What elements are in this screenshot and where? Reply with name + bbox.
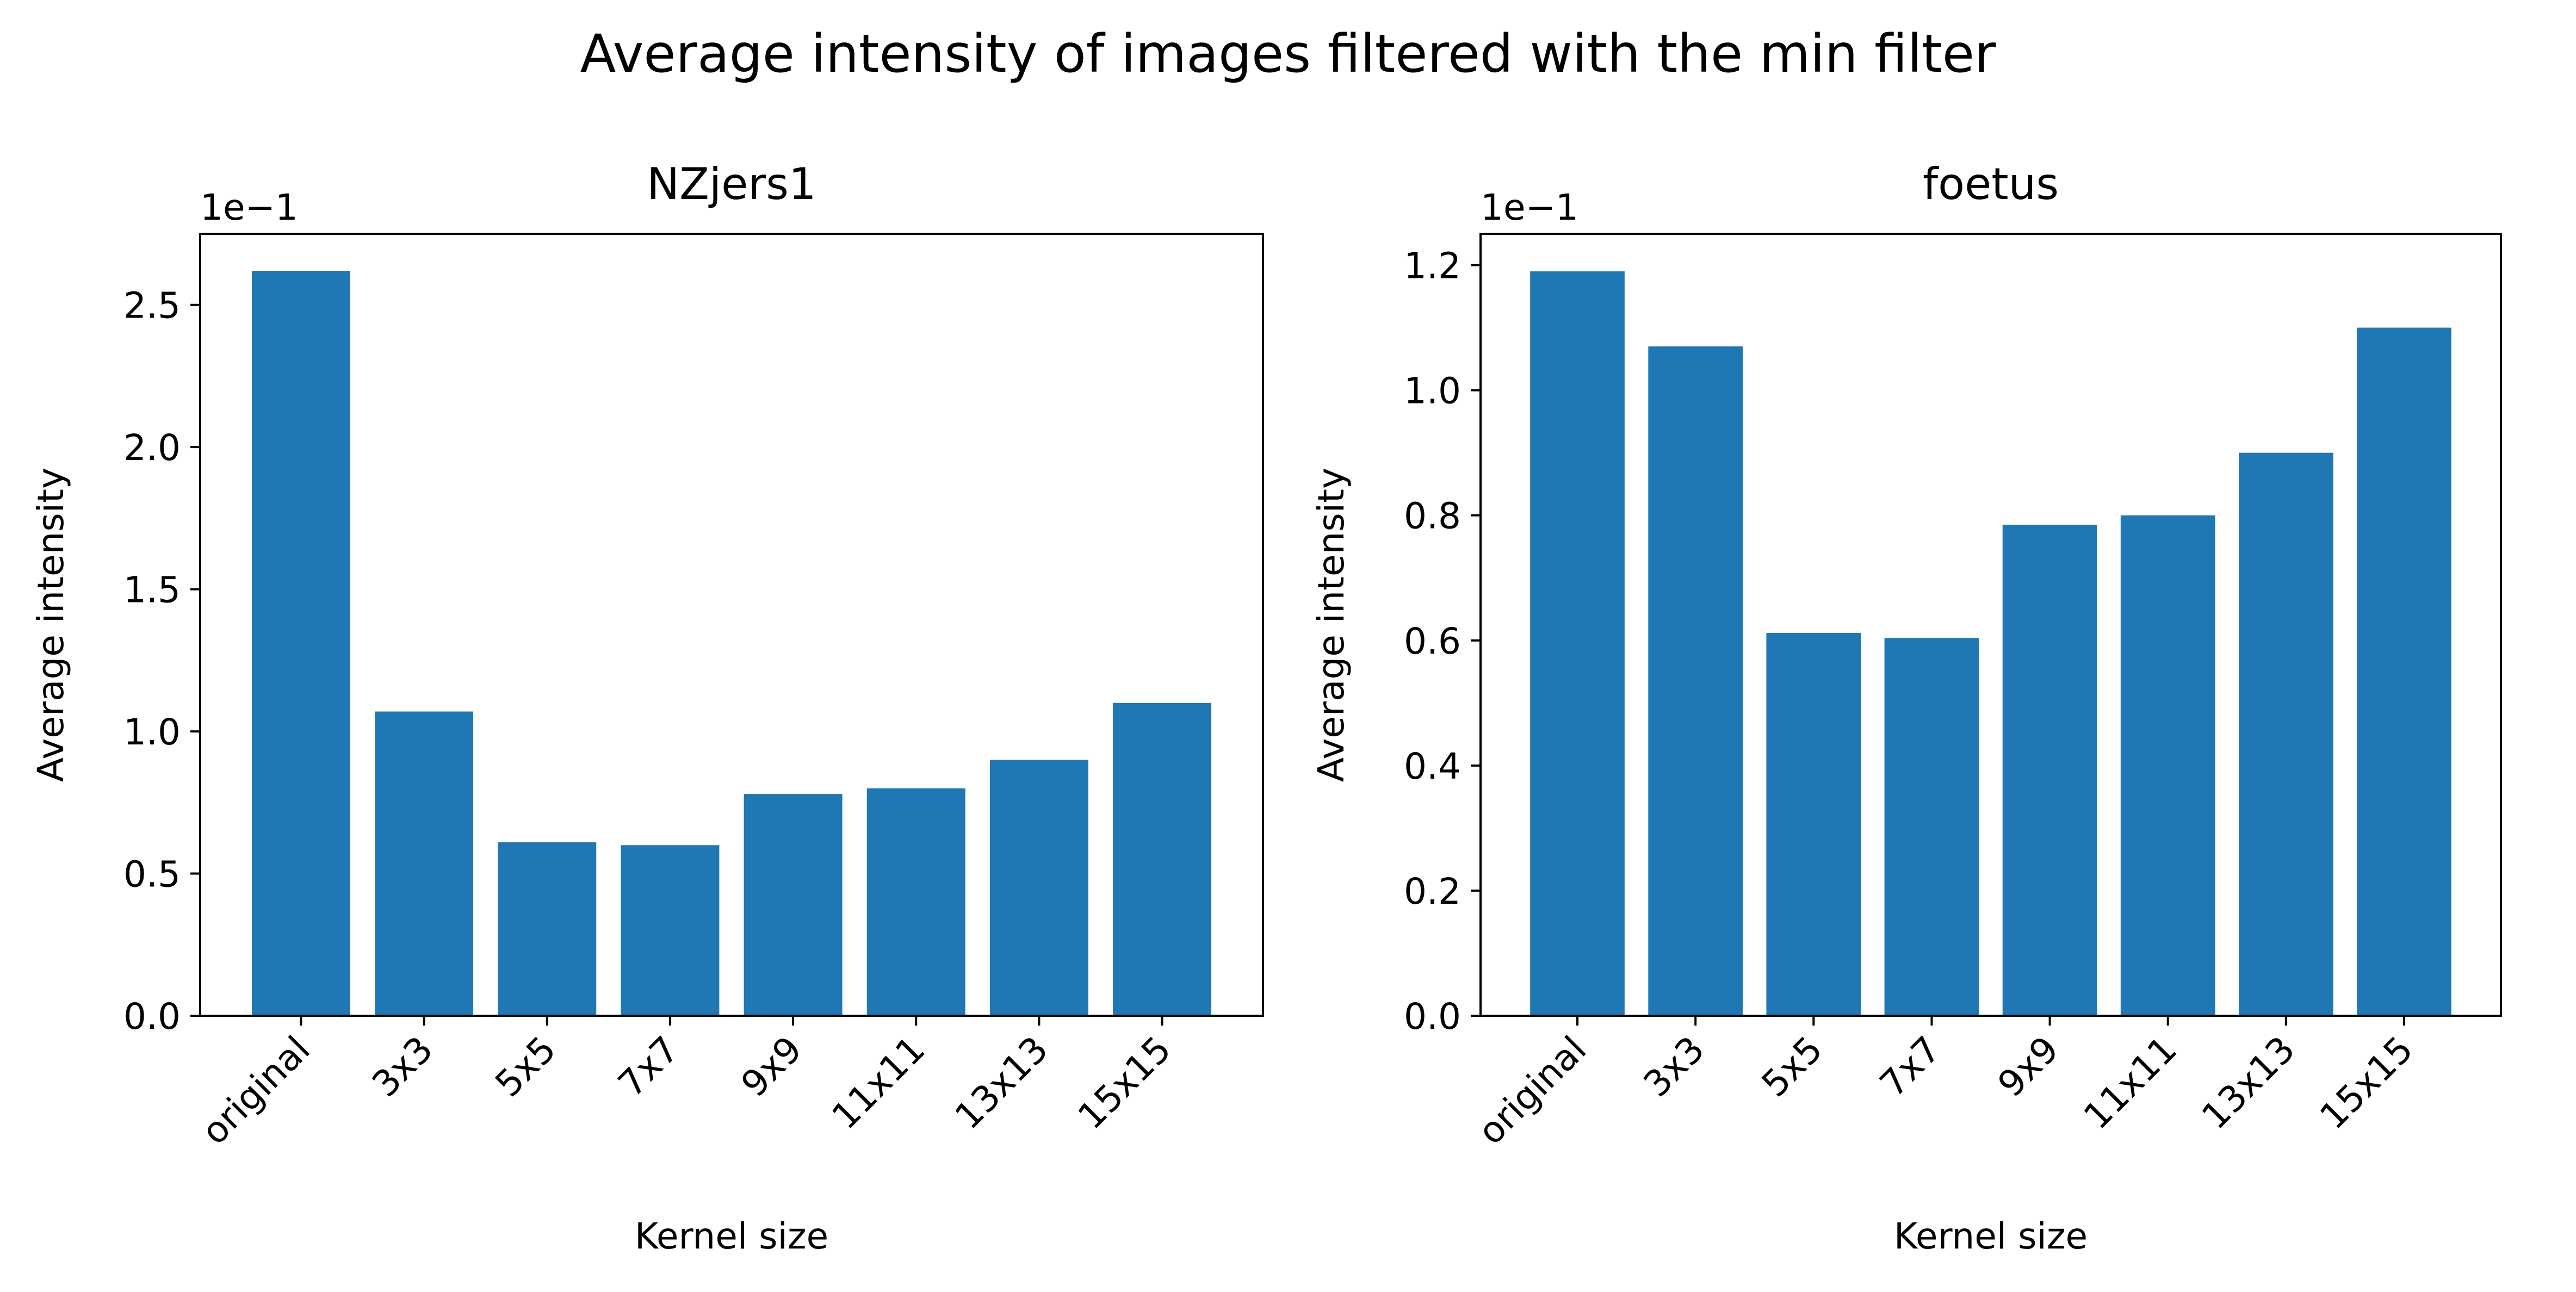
- bar-11x11: [2120, 515, 2215, 1016]
- bar-15x15: [2357, 327, 2451, 1016]
- x-axis-label: Kernel size: [635, 1215, 828, 1257]
- bar-5x5: [498, 842, 597, 1016]
- y-offset-label: 1e−1: [1481, 187, 1578, 228]
- y-tick-label: 0.0: [123, 996, 181, 1038]
- bar-9x9: [2002, 524, 2097, 1016]
- chart-title: foetus: [1923, 159, 2059, 209]
- figure-title: Average intensity of images filtered wit…: [580, 23, 1996, 84]
- chart-title: NZjers1: [647, 159, 816, 209]
- y-tick-label: 1.0: [1404, 370, 1461, 412]
- y-tick-label: 1.5: [123, 569, 181, 611]
- y-tick-label: 0.8: [1404, 495, 1461, 537]
- bar-original: [251, 270, 350, 1016]
- y-axis-label: Average intensity: [30, 468, 72, 782]
- y-tick-label: 1.2: [1404, 245, 1461, 287]
- x-axis-label: Kernel size: [1894, 1215, 2088, 1257]
- y-tick-label: 1.0: [123, 711, 181, 753]
- bar-13x13: [989, 760, 1088, 1016]
- bar-original: [1530, 271, 1625, 1016]
- axes-frame: [1479, 233, 2502, 1017]
- y-tick-label: 2.5: [123, 285, 181, 327]
- y-offset-label: 1e−1: [200, 187, 298, 228]
- y-tick-label: 0.6: [1404, 620, 1461, 662]
- y-tick-label: 0.5: [123, 854, 181, 896]
- bar-7x7: [621, 845, 720, 1016]
- y-tick-label: 2.0: [123, 427, 181, 469]
- bar-13x13: [2238, 452, 2333, 1016]
- bar-3x3: [375, 711, 474, 1016]
- axes-frame: [199, 233, 1264, 1017]
- y-tick-label: 0.2: [1404, 871, 1461, 912]
- bar-5x5: [1766, 632, 1861, 1016]
- y-tick-label: 0.4: [1404, 746, 1461, 787]
- bar-3x3: [1648, 346, 1743, 1016]
- bar-9x9: [744, 794, 843, 1016]
- y-axis-label: Average intensity: [1310, 468, 1352, 782]
- bar-11x11: [866, 788, 965, 1016]
- bar-15x15: [1113, 703, 1212, 1016]
- bar-7x7: [1884, 638, 1979, 1016]
- y-tick-label: 0.0: [1404, 996, 1461, 1038]
